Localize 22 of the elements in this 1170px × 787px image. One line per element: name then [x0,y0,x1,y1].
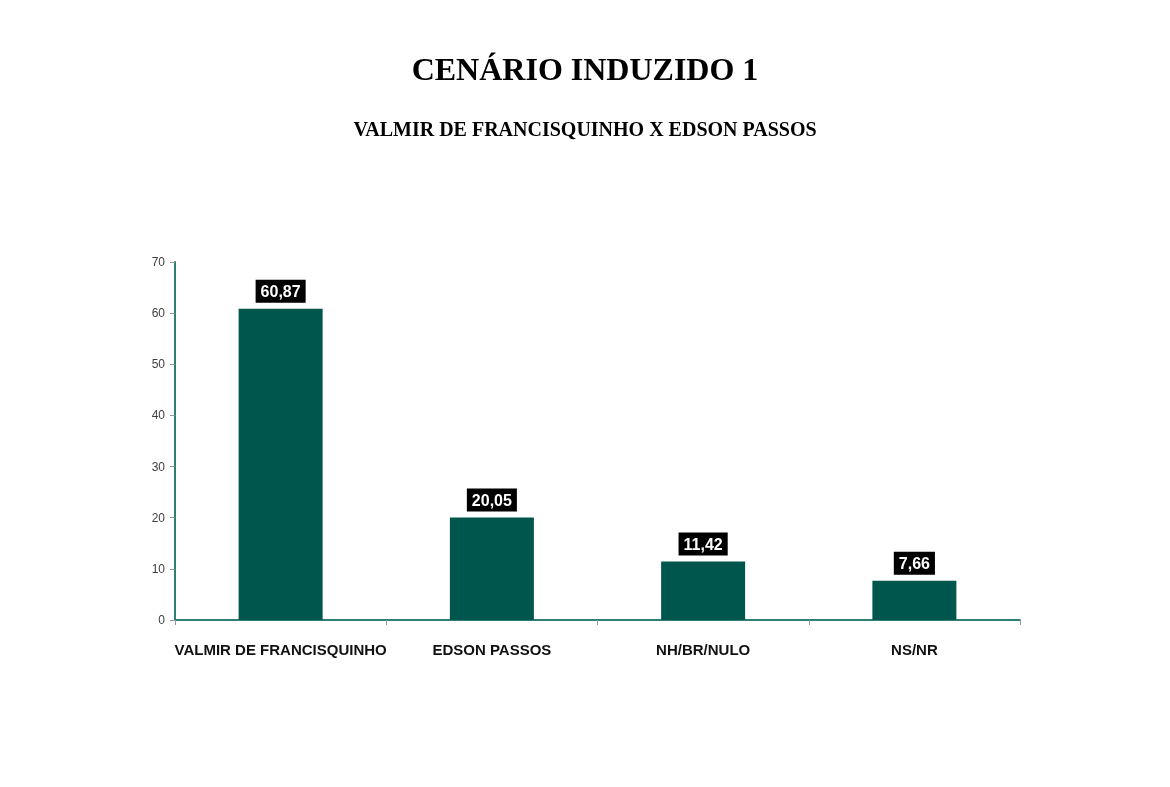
data-label: 20,05 [471,491,512,509]
bar [661,561,746,620]
y-tick-label: 70 [151,255,166,269]
bar [449,517,534,620]
bar [238,308,323,620]
x-tick-label: NS/NR [891,641,938,658]
x-tick-label: VALMIR DE FRANCISQUINHO [174,641,388,658]
bar [872,580,957,620]
y-tick-label: 50 [151,357,166,372]
y-tick-label: 0 [158,613,166,627]
x-tick-label: NH/BR/NULO [656,641,751,658]
y-tick-label: 20 [151,510,166,525]
data-label: 60,87 [260,283,301,301]
y-tick-label: 40 [151,408,166,423]
chart-title: CENÁRIO INDUZIDO 1 [411,51,759,87]
x-tick-label: EDSON PASSOS [432,641,552,658]
y-tick-label: 10 [151,561,166,576]
chart-subtitle: VALMIR DE FRANCISQUINHO X EDSON PASSOS [353,118,817,140]
data-label: 7,66 [898,555,931,573]
y-tick-label: 30 [151,459,166,474]
data-label: 11,42 [683,536,723,554]
y-tick-label: 60 [151,306,166,321]
